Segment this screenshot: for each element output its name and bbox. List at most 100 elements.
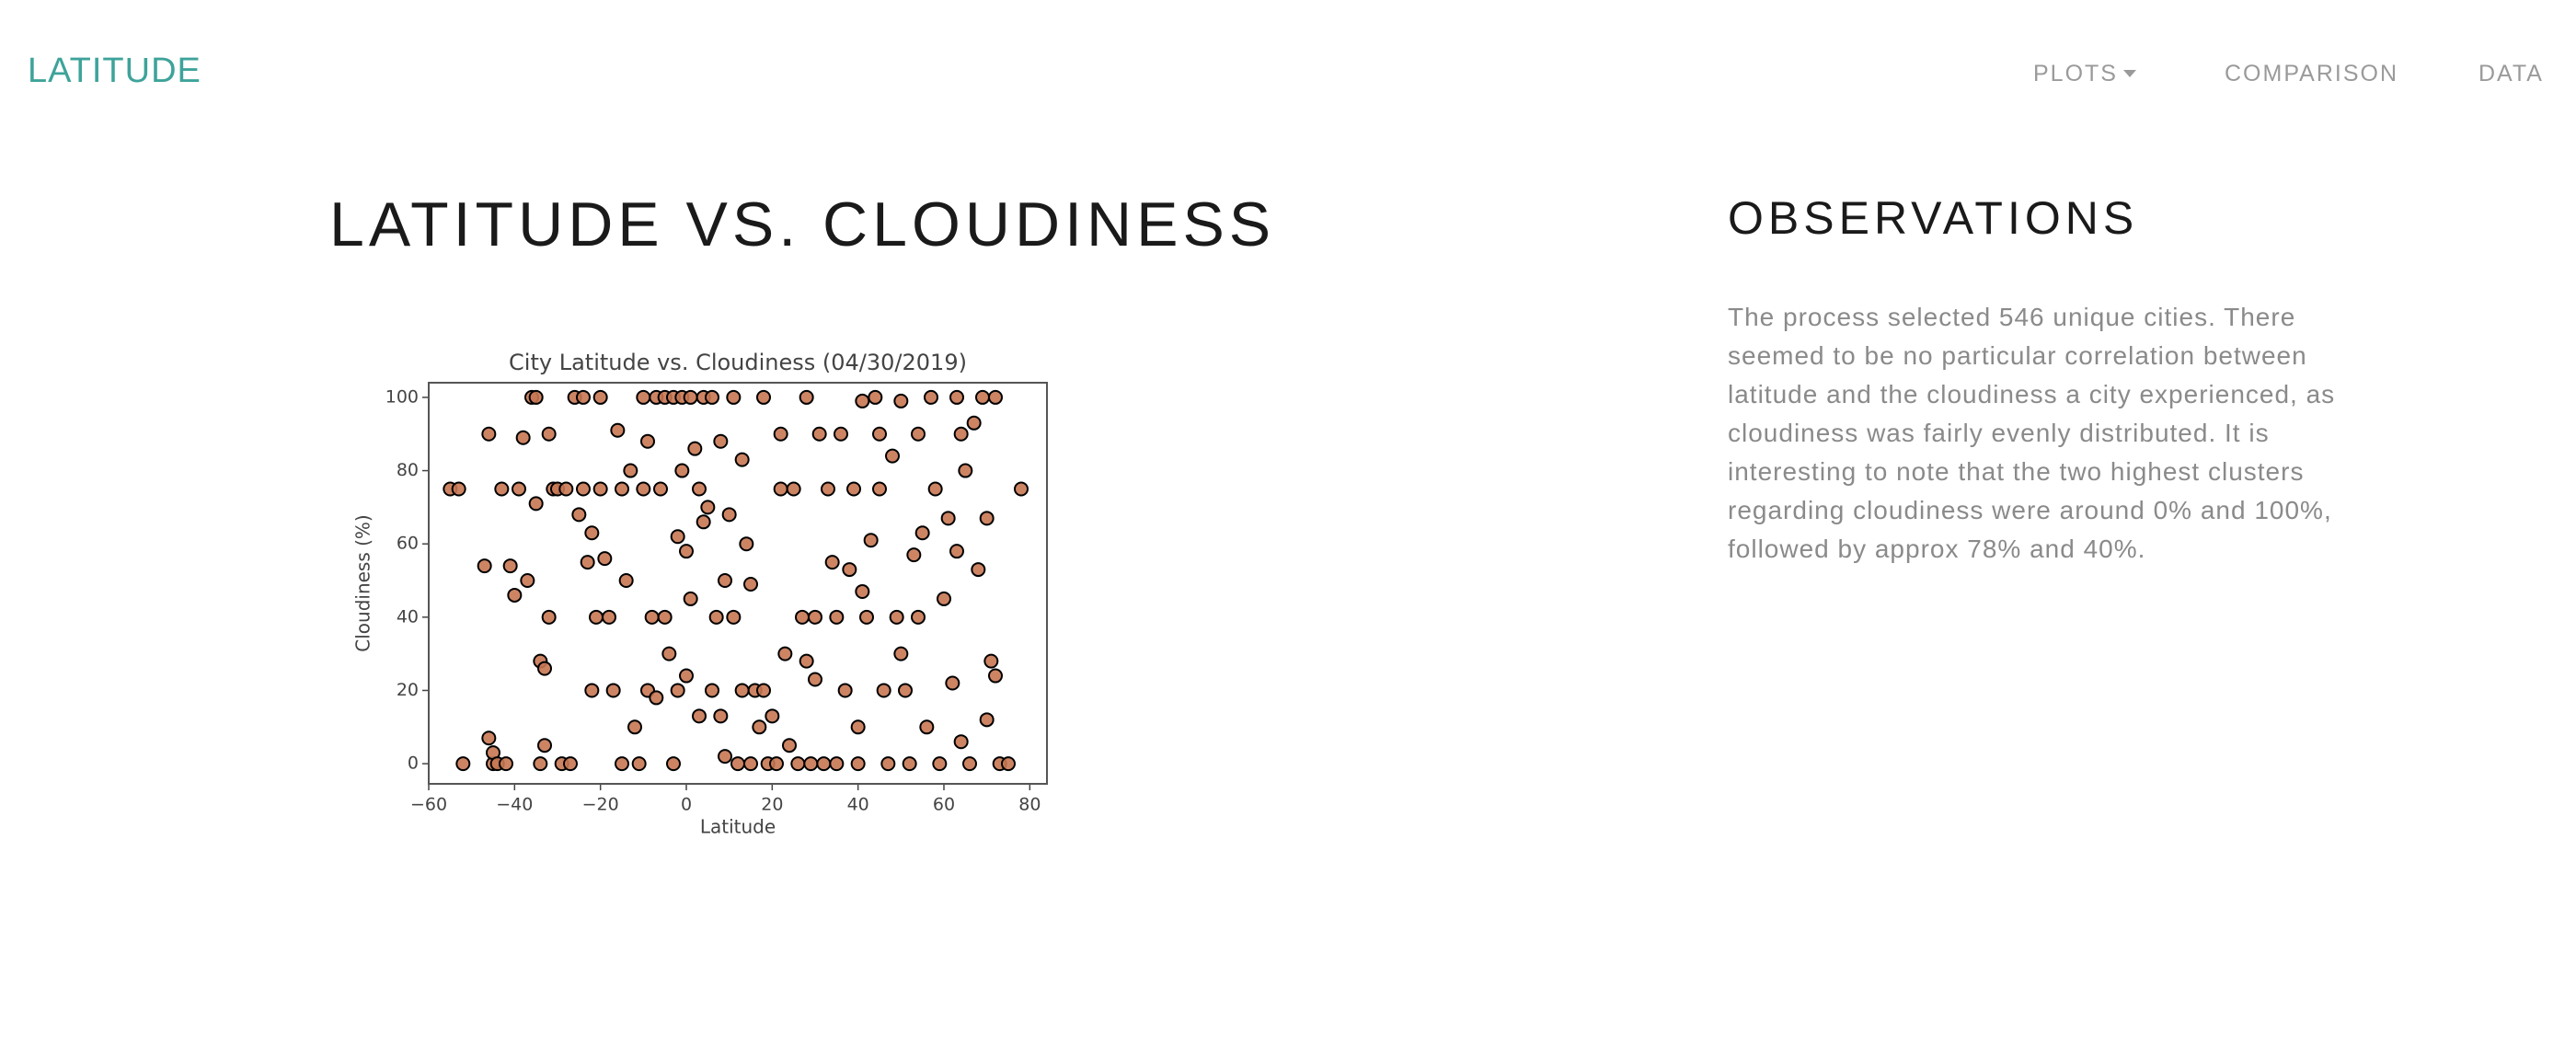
point	[782, 738, 797, 753]
point	[975, 389, 990, 405]
point	[979, 712, 995, 728]
x-axis-label: Latitude	[700, 816, 776, 838]
point	[584, 683, 600, 698]
point	[971, 562, 986, 578]
point	[777, 646, 793, 661]
point	[829, 756, 845, 772]
point	[773, 426, 788, 442]
plot-frame	[428, 382, 1048, 785]
point	[537, 661, 552, 676]
point	[743, 756, 758, 772]
point	[893, 646, 909, 661]
point	[705, 389, 719, 405]
point	[713, 433, 729, 449]
point	[824, 555, 840, 570]
point	[855, 583, 870, 599]
point	[988, 389, 1003, 405]
x-tick-label: 60	[933, 795, 955, 815]
point	[949, 544, 964, 559]
point	[790, 756, 806, 772]
point	[979, 511, 995, 526]
point	[666, 756, 681, 772]
chart-title: City Latitude vs. Cloudiness (04/30/2019…	[509, 350, 967, 375]
point	[765, 708, 780, 724]
point	[528, 496, 544, 512]
point	[834, 426, 848, 442]
point	[726, 389, 742, 405]
point	[481, 426, 497, 442]
point	[679, 668, 694, 684]
x-tick-label: −40	[496, 795, 533, 815]
point	[571, 507, 587, 523]
point	[846, 481, 861, 497]
point	[455, 756, 471, 772]
point	[962, 756, 977, 772]
point	[537, 738, 552, 753]
point	[674, 463, 690, 478]
y-axis-label: Cloudiness (%)	[352, 514, 374, 651]
point	[872, 481, 887, 497]
point	[640, 433, 655, 449]
point	[966, 415, 982, 431]
point	[799, 389, 814, 405]
point	[705, 683, 719, 698]
brand[interactable]: LATITUDE	[28, 52, 201, 90]
point	[615, 481, 629, 497]
point	[734, 683, 750, 698]
point	[927, 481, 943, 497]
page-title: LATITUDE VS. CLOUDINESS	[329, 190, 1276, 259]
point	[850, 756, 866, 772]
point	[700, 500, 716, 515]
point	[696, 514, 711, 530]
point	[602, 609, 616, 625]
point	[911, 426, 926, 442]
point	[661, 646, 677, 661]
point	[743, 576, 758, 592]
point	[589, 609, 604, 625]
point	[880, 756, 896, 772]
nav-link[interactable]: PLOTS	[2033, 61, 2118, 86]
point	[953, 426, 969, 442]
point	[451, 481, 466, 497]
point	[940, 511, 956, 526]
point	[597, 551, 613, 567]
x-tick-label: 40	[847, 795, 869, 815]
point	[837, 683, 853, 698]
point	[687, 441, 703, 456]
point	[1014, 481, 1029, 497]
point	[756, 683, 771, 698]
point	[649, 690, 664, 706]
y-tick-label: 80	[397, 460, 419, 480]
y-tick-label: 40	[397, 606, 419, 627]
point	[889, 609, 904, 625]
observations-text: The process selected 546 unique cities. …	[1728, 303, 2336, 563]
point	[795, 609, 810, 625]
point	[786, 481, 801, 497]
x-tick-label: 0	[681, 795, 692, 815]
point	[636, 389, 651, 405]
point	[752, 719, 767, 735]
point	[983, 653, 999, 669]
x-tick-label: 20	[761, 795, 783, 815]
y-tick-label: 0	[408, 753, 419, 774]
point	[692, 708, 707, 724]
point	[803, 756, 819, 772]
point	[821, 481, 835, 497]
point	[808, 609, 822, 625]
nav-link[interactable]: DATA	[2478, 61, 2544, 86]
x-tick-label: −60	[410, 795, 447, 815]
x-tick-label: 80	[1018, 795, 1041, 815]
point	[576, 389, 591, 405]
point	[842, 562, 857, 578]
dropdown-caret[interactable]	[2123, 70, 2136, 77]
point	[683, 591, 698, 606]
y-tick-label: 20	[397, 680, 419, 700]
point	[945, 675, 960, 691]
point	[721, 507, 737, 523]
point	[811, 426, 827, 442]
point	[876, 683, 891, 698]
nav-link[interactable]: COMPARISON	[2225, 61, 2398, 86]
point	[911, 609, 926, 625]
point	[799, 653, 814, 669]
point	[657, 609, 673, 625]
